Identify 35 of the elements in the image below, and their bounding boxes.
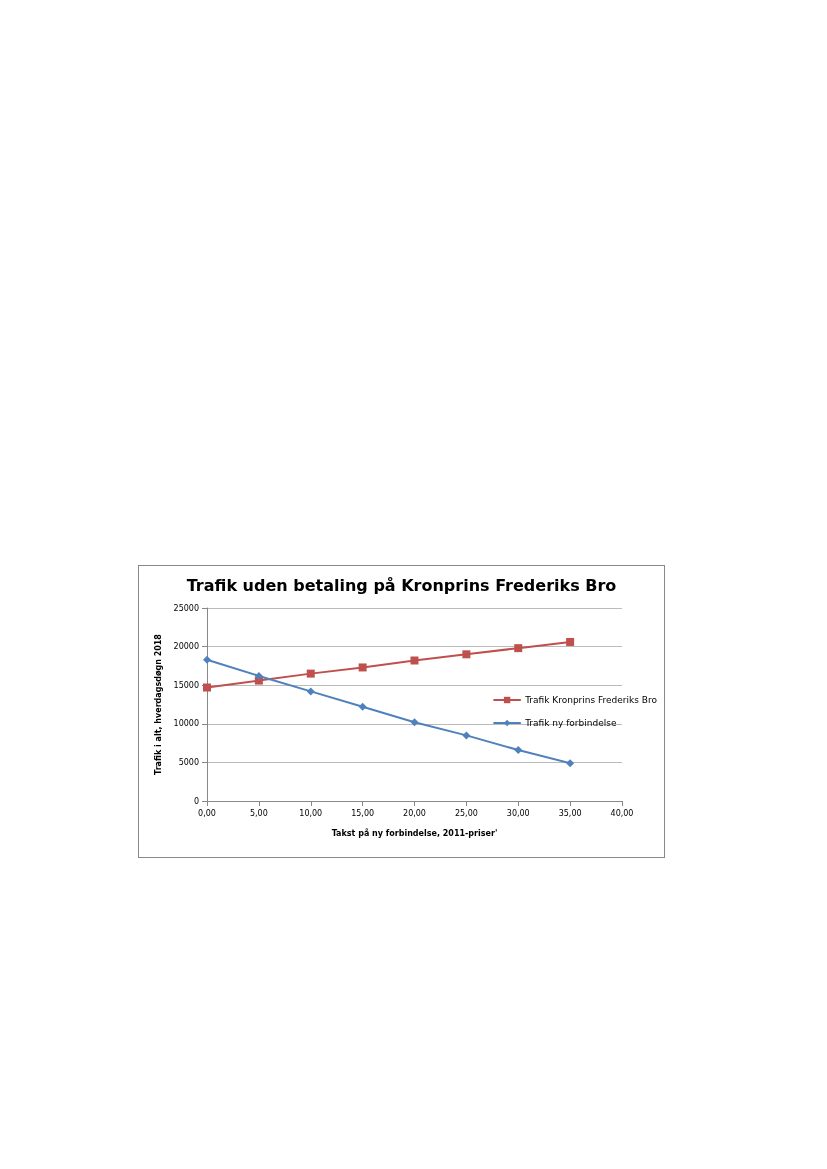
x-tick-label: 40,00 xyxy=(610,808,634,818)
point xyxy=(566,759,575,768)
point xyxy=(358,663,367,672)
y-tick-label: 5000 xyxy=(178,757,199,767)
x-tick-label: 0,00 xyxy=(198,808,216,818)
x-tick-label: 5,00 xyxy=(249,808,268,818)
y-axis-title: Trafik i alt, hverdagsdøgn 2018 xyxy=(154,633,164,775)
chart-title: Trafik uden betaling på Kronprins Frederiks Bro xyxy=(186,575,617,595)
x-tick-label: 25,00 xyxy=(454,808,478,818)
point xyxy=(306,687,315,696)
x-tick-label: 20,00 xyxy=(403,808,426,818)
legend-label: Trafik Kronprins Frederiks Bro xyxy=(524,695,658,705)
x-tick-label: 15,00 xyxy=(351,808,375,818)
y-tick-label: 10000 xyxy=(173,719,199,729)
point xyxy=(410,656,419,665)
point xyxy=(254,671,263,680)
x-tick-label: 10,00 xyxy=(299,808,323,818)
point xyxy=(566,637,575,646)
x-tick-label: 35,00 xyxy=(558,808,582,818)
point xyxy=(306,669,315,678)
point xyxy=(462,650,471,659)
point xyxy=(410,718,419,727)
point xyxy=(514,746,523,755)
y-tick-label: 0 xyxy=(193,796,199,806)
point xyxy=(514,644,523,653)
y-tick-label: 15000 xyxy=(173,680,199,690)
legend-label: Trafik ny forbindelse xyxy=(524,718,617,728)
y-tick-label: 20000 xyxy=(173,642,199,652)
point xyxy=(462,731,471,740)
point xyxy=(358,702,367,711)
point xyxy=(203,683,211,692)
y-tick-label: 25000 xyxy=(173,603,199,613)
x-tick-label: 30,00 xyxy=(506,808,530,818)
x-axis-title: Takst på ny forbindelse, 2011-priser' xyxy=(331,827,498,838)
point xyxy=(203,655,211,664)
